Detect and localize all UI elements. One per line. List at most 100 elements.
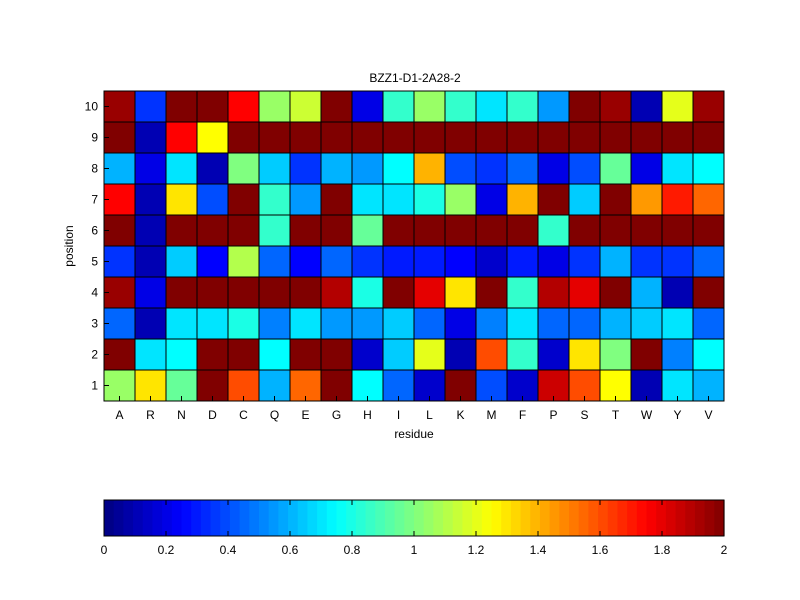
heatmap-cell: [134, 245, 167, 278]
x-tick-label: P: [549, 408, 557, 422]
heatmap-cell: [413, 214, 446, 247]
x-tick-label: T: [612, 408, 620, 422]
heatmap-cell: [506, 307, 539, 340]
heatmap-cell: [320, 369, 353, 402]
heatmap-cell: [475, 245, 508, 278]
heatmap-cell: [320, 245, 353, 278]
heatmap-cell: [165, 338, 198, 371]
heatmap-cell: [165, 90, 198, 123]
y-tick-label: 2: [91, 348, 98, 362]
colorbar-swatch: [617, 500, 628, 536]
colorbar-tick-label: 1: [411, 543, 418, 557]
heatmap-cell: [506, 152, 539, 185]
y-tick-label: 1: [91, 379, 98, 393]
y-axis-label: position: [62, 225, 76, 266]
heatmap-cell: [630, 90, 663, 123]
heatmap-cell: [692, 245, 725, 278]
colorbar-swatch: [123, 500, 134, 536]
heatmap-cell: [568, 338, 601, 371]
heatmap-cell: [506, 338, 539, 371]
colorbar-swatch: [559, 500, 570, 536]
plot-frame: [103, 90, 725, 402]
colorbar-tick-label: 0.8: [344, 543, 361, 557]
heatmap-cell: [661, 121, 694, 154]
x-tick-label: H: [363, 408, 372, 422]
colorbar-swatch: [443, 500, 454, 536]
heatmap-cell: [289, 307, 322, 340]
heatmap-cell: [134, 90, 167, 123]
colorbar-tick-label: 0.6: [282, 543, 299, 557]
heatmap-cell: [413, 183, 446, 216]
colorbar-swatch: [714, 500, 725, 536]
heatmap-cell: [382, 121, 415, 154]
colorbar-swatch: [520, 500, 531, 536]
heatmap-cell: [196, 338, 229, 371]
heatmap-cell: [630, 276, 663, 309]
heatmap-cell: [692, 121, 725, 154]
y-tick-label: 9: [91, 131, 98, 145]
heatmap-cell: [444, 183, 477, 216]
x-tick-label: R: [146, 408, 155, 422]
colorbar-tick-label: 0: [101, 543, 108, 557]
heatmap-cell: [413, 121, 446, 154]
colorbar-swatch: [549, 500, 560, 536]
heatmap-cell: [320, 276, 353, 309]
x-tick-label: L: [426, 408, 433, 422]
heatmap-cell: [227, 276, 260, 309]
heatmap-cell: [103, 214, 136, 247]
heatmap-cell: [227, 121, 260, 154]
colorbar-tick-label: 1.2: [468, 543, 485, 557]
heatmap-cell: [692, 307, 725, 340]
heatmap-cell: [444, 152, 477, 185]
heatmap-cell: [134, 307, 167, 340]
heatmap-cell: [165, 214, 198, 247]
heatmap-cell: [599, 152, 632, 185]
heatmap-cell: [692, 90, 725, 123]
heatmap-cell: [196, 183, 229, 216]
heatmap-cell: [506, 276, 539, 309]
heatmap-cell: [506, 183, 539, 216]
heatmap-cell: [692, 183, 725, 216]
heatmap-cell: [165, 245, 198, 278]
x-tick-label: Y: [673, 408, 681, 422]
colorbar-swatch: [210, 500, 221, 536]
x-tick-label: K: [456, 408, 464, 422]
heatmap-cell: [196, 121, 229, 154]
heatmap-cell: [692, 276, 725, 309]
colorbar-swatch: [510, 500, 522, 536]
heatmap-cell: [289, 338, 322, 371]
heatmap-cell: [382, 245, 415, 278]
heatmap-cell: [320, 214, 353, 247]
x-tick-label: N: [177, 408, 186, 422]
heatmap-cell: [661, 338, 694, 371]
x-tick-label: I: [397, 408, 400, 422]
y-tick-labels: 1 2 3 4 5 6 7 8 9 10: [85, 100, 109, 393]
heatmap-cell: [227, 152, 260, 185]
colorbar-tick-label: 1.6: [592, 543, 609, 557]
heatmap-cell: [692, 214, 725, 247]
heatmap-cell: [413, 152, 446, 185]
heatmap-cell: [537, 214, 570, 247]
heatmap-cell: [320, 121, 353, 154]
heatmap-cell: [413, 307, 446, 340]
heatmap-cell: [320, 338, 353, 371]
heatmap-cell: [599, 245, 632, 278]
x-tick-label: G: [332, 408, 341, 422]
heatmap-cell: [568, 307, 601, 340]
colorbar-swatch: [162, 500, 173, 536]
x-axis-label: residue: [394, 427, 434, 441]
colorbar-swatch: [239, 500, 250, 536]
colorbar-tick-label: 1.4: [530, 543, 547, 557]
heatmap-cell: [661, 214, 694, 247]
y-tick-label: 4: [91, 286, 98, 300]
heatmap-cell: [134, 338, 167, 371]
heatmap-cell: [475, 276, 508, 309]
heatmap-cell: [413, 245, 446, 278]
colorbar-swatch: [491, 500, 502, 536]
y-tick-label: 5: [91, 255, 98, 269]
colorbar-swatch: [355, 500, 367, 536]
colorbar-swatch: [326, 500, 338, 536]
colorbar-swatch: [588, 500, 599, 536]
